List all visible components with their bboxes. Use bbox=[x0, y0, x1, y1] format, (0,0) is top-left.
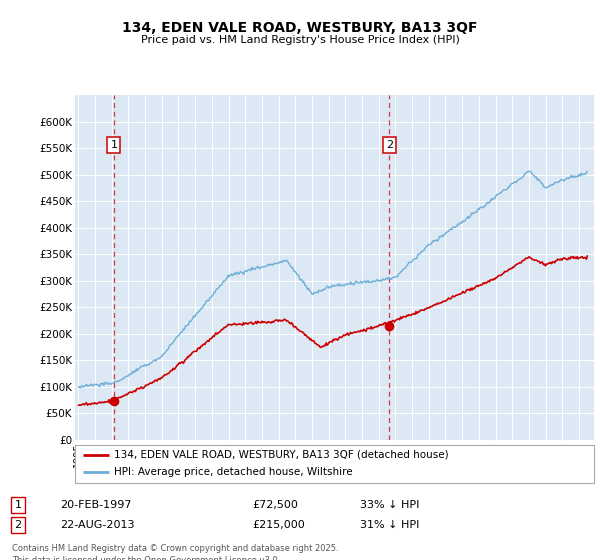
Text: 22-AUG-2013: 22-AUG-2013 bbox=[60, 520, 134, 530]
Text: 1: 1 bbox=[110, 140, 118, 150]
Text: 20-FEB-1997: 20-FEB-1997 bbox=[60, 500, 131, 510]
Text: £215,000: £215,000 bbox=[252, 520, 305, 530]
Text: 1: 1 bbox=[14, 500, 22, 510]
Text: Price paid vs. HM Land Registry's House Price Index (HPI): Price paid vs. HM Land Registry's House … bbox=[140, 35, 460, 45]
Text: Contains HM Land Registry data © Crown copyright and database right 2025.
This d: Contains HM Land Registry data © Crown c… bbox=[12, 544, 338, 560]
Text: 2: 2 bbox=[386, 140, 393, 150]
Text: £72,500: £72,500 bbox=[252, 500, 298, 510]
Text: 134, EDEN VALE ROAD, WESTBURY, BA13 3QF: 134, EDEN VALE ROAD, WESTBURY, BA13 3QF bbox=[122, 21, 478, 35]
Text: 31% ↓ HPI: 31% ↓ HPI bbox=[360, 520, 419, 530]
Text: 33% ↓ HPI: 33% ↓ HPI bbox=[360, 500, 419, 510]
Text: HPI: Average price, detached house, Wiltshire: HPI: Average price, detached house, Wilt… bbox=[114, 468, 353, 478]
Text: 134, EDEN VALE ROAD, WESTBURY, BA13 3QF (detached house): 134, EDEN VALE ROAD, WESTBURY, BA13 3QF … bbox=[114, 450, 449, 460]
Text: 2: 2 bbox=[14, 520, 22, 530]
